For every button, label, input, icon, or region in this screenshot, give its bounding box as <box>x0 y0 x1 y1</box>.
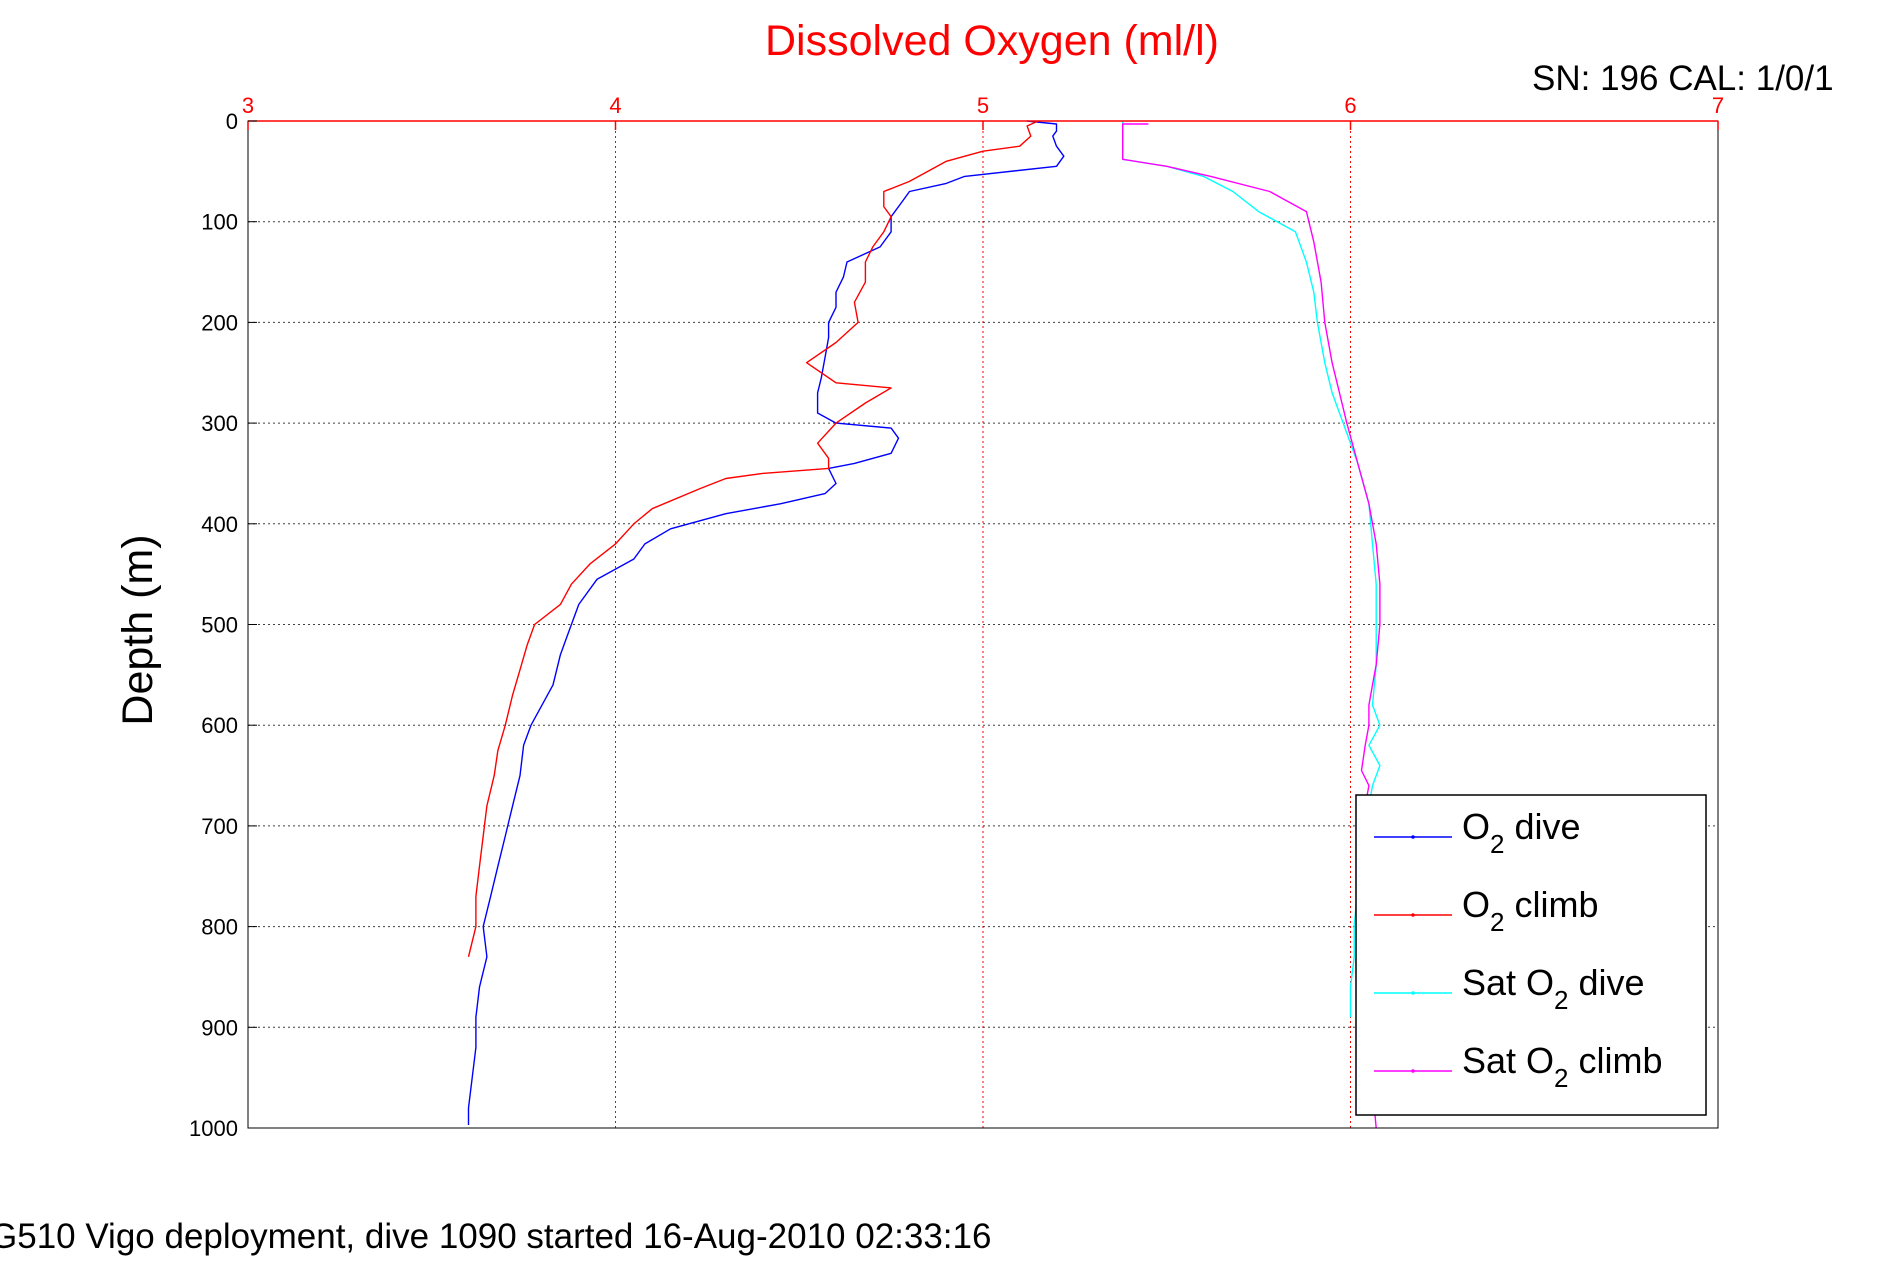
footer-caption: G510 Vigo deployment, dive 1090 started … <box>0 1217 991 1256</box>
legend-box <box>1355 794 1707 1116</box>
y-tick-label: 1000 <box>189 1116 238 1141</box>
legend-sat-o2-dive-label: Sat O2 dive <box>1462 962 1645 1015</box>
sat-climb-line <box>1121 123 1381 1129</box>
y-tick-label: 300 <box>201 411 238 436</box>
y-axis-label: Depth (m) <box>114 534 162 725</box>
y-tick-label: 500 <box>201 613 238 638</box>
sat-dive-line <box>1121 121 1381 1018</box>
legend-o2-climb-label: O2 climb <box>1462 884 1599 937</box>
y-tick-label: 600 <box>201 713 238 738</box>
y-tick-label: 700 <box>201 814 238 839</box>
x-tick-label: 5 <box>977 93 989 118</box>
o2-dive-line <box>467 120 1065 1125</box>
legend-o2-dive-label: O2 dive <box>1462 806 1581 859</box>
x-tick-label: 3 <box>242 93 254 118</box>
legend-sat-o2-climb-label: Sat O2 climb <box>1462 1040 1663 1093</box>
y-tick-label: 0 <box>226 109 238 134</box>
x-tick-label: 7 <box>1712 93 1724 118</box>
o2-climb-line <box>467 120 1039 957</box>
axis-ticks: 3 4 5 6 7 0 100 200 300 400 500 600 700 800 900 1000 <box>189 93 1724 1141</box>
y-tick-label: 200 <box>201 310 238 335</box>
legend-sat-o2-climb-marker <box>1411 1069 1415 1073</box>
x-tick-label: 4 <box>609 93 621 118</box>
legend-o2-dive-marker <box>1411 835 1415 839</box>
chart-title: Dissolved Oxygen (ml/l) <box>765 17 1219 65</box>
sn-cal-label: SN: 196 CAL: 1/0/1 <box>1532 59 1834 98</box>
y-tick-label: 900 <box>201 1015 238 1040</box>
legend: O2 dive O2 climb Sat O2 dive Sat O2 climb <box>1355 794 1707 1116</box>
y-tick-label: 100 <box>201 210 238 235</box>
y-tick-label: 800 <box>201 915 238 940</box>
y-tick-label: 400 <box>201 512 238 537</box>
legend-o2-climb-marker <box>1411 913 1415 917</box>
x-tick-label: 6 <box>1344 93 1356 118</box>
legend-sat-o2-dive-marker <box>1411 991 1415 995</box>
